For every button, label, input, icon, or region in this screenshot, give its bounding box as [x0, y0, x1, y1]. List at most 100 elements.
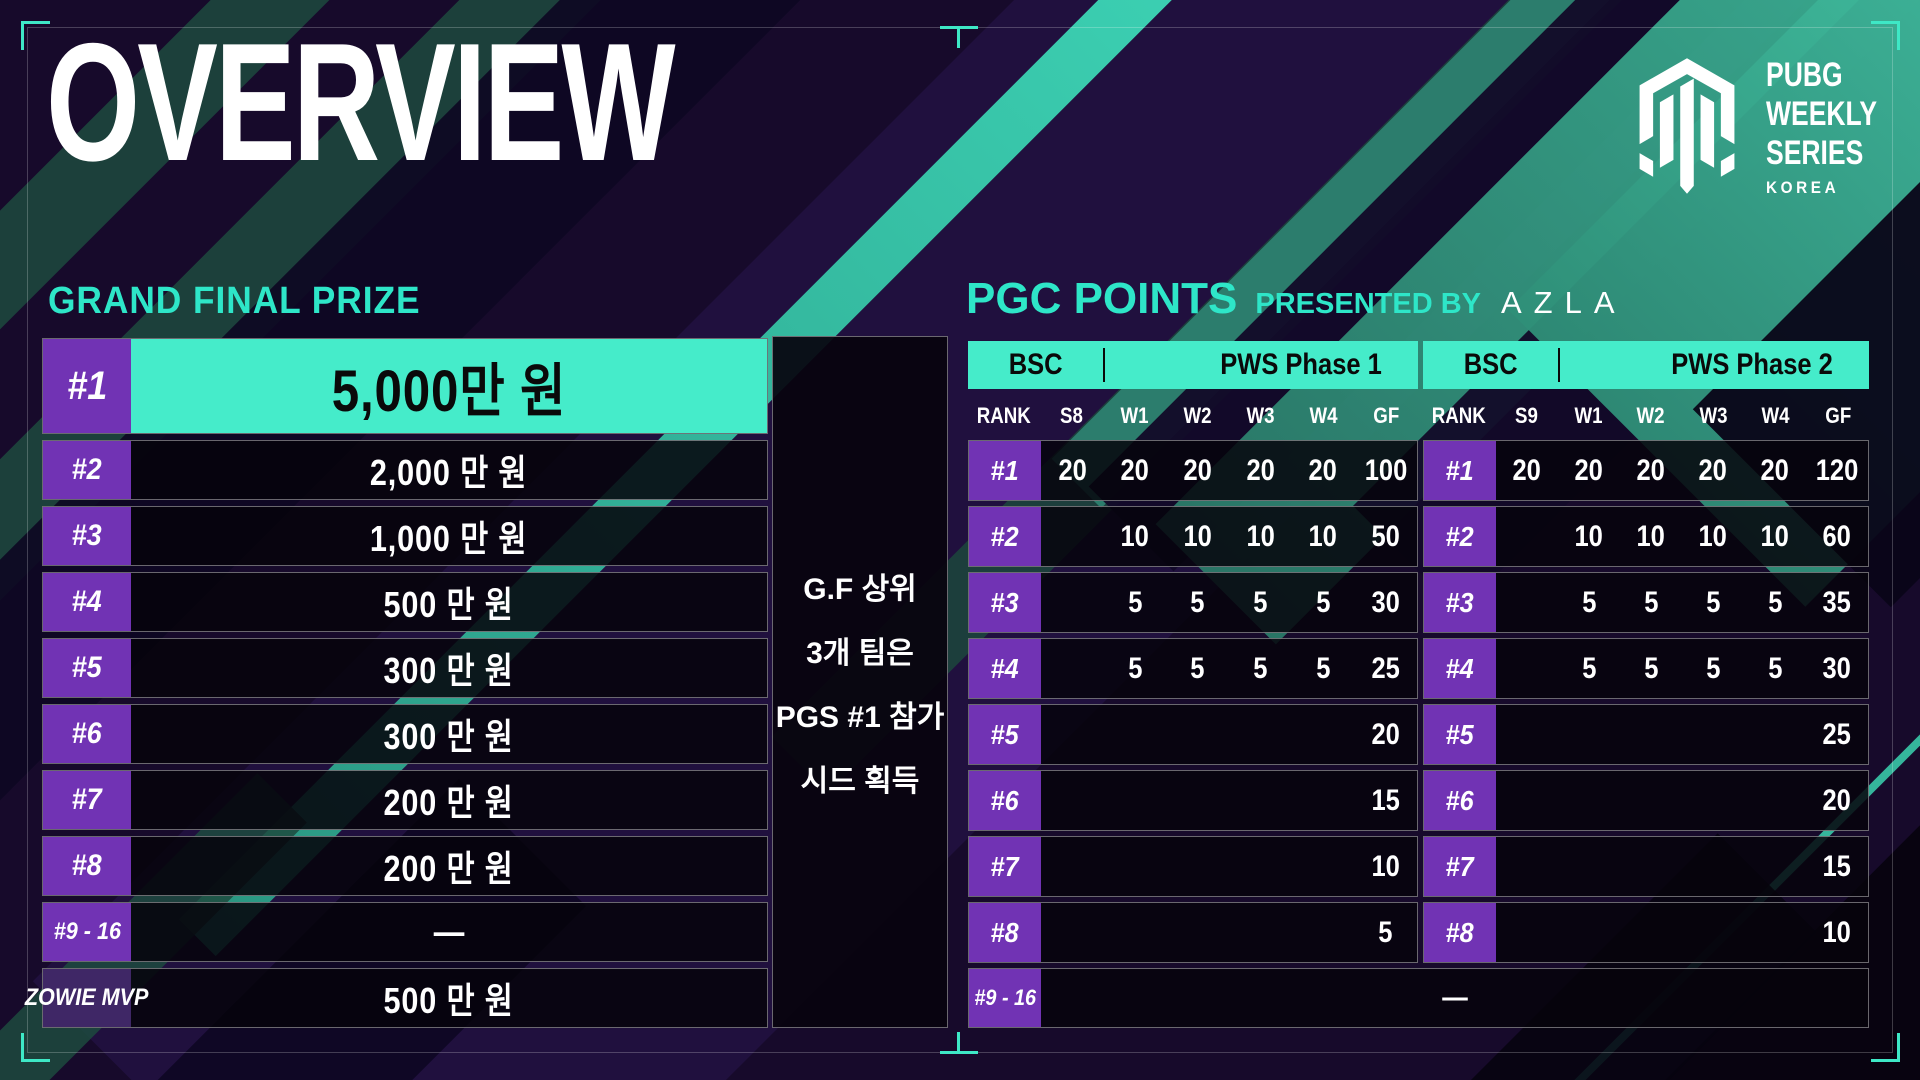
rank-badge: #4 [1424, 639, 1496, 698]
points-cell [1229, 903, 1292, 962]
points-cell [1744, 705, 1806, 764]
points-footer-row: #9 - 16 — [968, 968, 1869, 1028]
rank-badge: #7 [1424, 837, 1496, 896]
points-cell: 20 [1246, 453, 1275, 487]
points-cell: 120 [1815, 453, 1859, 487]
grand-final-prize-heading: GRAND FINAL PRIZE [48, 280, 421, 322]
points-cell: 5 [1253, 651, 1268, 685]
points-cell [1166, 837, 1229, 896]
frame-tick [957, 1032, 960, 1054]
points-row: #4 5 5 5 5 30 [1423, 638, 1869, 699]
stage-header: BSC [1008, 348, 1063, 381]
pws-logo: PUBG WEEKLY SERIES KOREA [1630, 56, 1908, 198]
prize-rank-badge: #2 [43, 441, 131, 499]
prize-row: #8 200 만 원 [42, 836, 768, 896]
points-cell: 10 [1371, 849, 1400, 883]
rank-badge: #3 [1424, 573, 1496, 632]
points-cell: 20 [1760, 453, 1790, 487]
points-cell [1558, 903, 1620, 962]
points-cell: 50 [1371, 519, 1400, 553]
points-cell: 5 [1643, 651, 1659, 685]
points-cell: 100 [1364, 453, 1407, 487]
points-group-header: BSC PWS Phase 1 [968, 341, 1418, 389]
points-cell: 10 [1120, 519, 1150, 553]
prize-rank-badge: #6 [43, 705, 131, 763]
presented-by-label: PRESENTED BY [1255, 288, 1481, 320]
points-row: #3 5 5 5 5 35 [1423, 572, 1869, 633]
column-header: W3 [1246, 403, 1275, 428]
points-cell: 20 [1120, 453, 1150, 487]
prize-row: #5 300 만 원 [42, 638, 768, 698]
points-cell [1292, 705, 1355, 764]
points-cell [1496, 837, 1558, 896]
points-cell [1620, 837, 1682, 896]
rank-badge: #3 [969, 573, 1041, 632]
points-cell: 20 [1822, 783, 1852, 817]
note-line: 3개 팀은 [806, 637, 914, 670]
prize-value: 200 만 원 [383, 848, 515, 889]
points-cell [1620, 771, 1682, 830]
logo-line: PUBG [1766, 56, 1843, 94]
points-cell: 20 [1308, 453, 1338, 487]
points-cell [1496, 573, 1558, 632]
points-cell: 10 [1822, 915, 1852, 949]
column-header: RANK [1431, 403, 1487, 428]
points-cell [1620, 903, 1682, 962]
logo-region: KOREA [1766, 178, 1840, 197]
prize-row: #6 300 만 원 [42, 704, 768, 764]
points-cell: 10 [1760, 519, 1790, 553]
rank-badge: #6 [969, 771, 1041, 830]
points-cell: 20 [1371, 717, 1400, 751]
points-cell: 5 [1767, 585, 1783, 619]
column-header: W1 [1120, 403, 1149, 428]
sponsor-logo-azla: AZLA [1500, 285, 1627, 320]
prize-rank-badge: ZOWIE MVP [25, 969, 149, 1027]
points-cell [1166, 903, 1229, 962]
points-cell: 15 [1822, 849, 1852, 883]
points-row: #4 5 5 5 5 25 [968, 638, 1418, 699]
corner-bracket [21, 21, 50, 50]
points-cell: 5 [1253, 585, 1268, 619]
points-cell: 5 [1705, 585, 1721, 619]
points-cell: 5 [1127, 651, 1143, 685]
points-row: #1 20 20 20 20 20 120 [1423, 440, 1869, 501]
points-row: #2 10 10 10 10 60 [1423, 506, 1869, 567]
corner-bracket [1871, 21, 1900, 50]
points-cell [1496, 771, 1558, 830]
column-header: RANK [976, 403, 1032, 428]
corner-bracket [1871, 1033, 1900, 1062]
prize-row: #7 200 만 원 [42, 770, 768, 830]
pgc-points-heading: PGC POINTS PRESENTED BY AZLA [966, 274, 1627, 324]
points-cell: 10 [1698, 519, 1728, 553]
prize-value: 500 만 원 [383, 584, 515, 625]
points-cell [1166, 705, 1229, 764]
points-row: #6 15 [968, 770, 1418, 831]
points-cell: 20 [1058, 453, 1087, 487]
stage-header: BSC [1463, 348, 1518, 381]
pgc-points-title: PGC POINTS [966, 274, 1238, 323]
points-cell: 5 [1581, 651, 1597, 685]
points-cell: 20 [1574, 453, 1604, 487]
points-cell [1292, 837, 1355, 896]
points-row: #5 25 [1423, 704, 1869, 765]
points-group-header: BSC PWS Phase 2 [1423, 341, 1869, 389]
points-row: #8 10 [1423, 902, 1869, 963]
points-cell: 5 [1315, 585, 1331, 619]
column-header: S9 [1514, 403, 1538, 428]
points-row: #1 20 20 20 20 20 100 [968, 440, 1418, 501]
points-cell: 5 [1315, 651, 1331, 685]
rank-badge: #2 [1424, 507, 1496, 566]
prize-row: #4 500 만 원 [42, 572, 768, 632]
points-cell: 20 [1183, 453, 1212, 487]
points-cell [1041, 837, 1104, 896]
rank-badge: #9 - 16 [969, 969, 1041, 1027]
points-column-headers: RANK S8 W1 W2 W3 W4 GF [968, 399, 1418, 433]
points-cell: 5 [1127, 585, 1143, 619]
points-column-headers: RANK S9 W1 W2 W3 W4 GF [1423, 399, 1869, 433]
prize-row: #9 - 16 — [42, 902, 768, 962]
points-cell [1229, 837, 1292, 896]
points-cell: 35 [1822, 585, 1852, 619]
points-cell [1041, 639, 1104, 698]
note-line: 시드 획득 [800, 765, 920, 798]
points-cell [1496, 705, 1558, 764]
